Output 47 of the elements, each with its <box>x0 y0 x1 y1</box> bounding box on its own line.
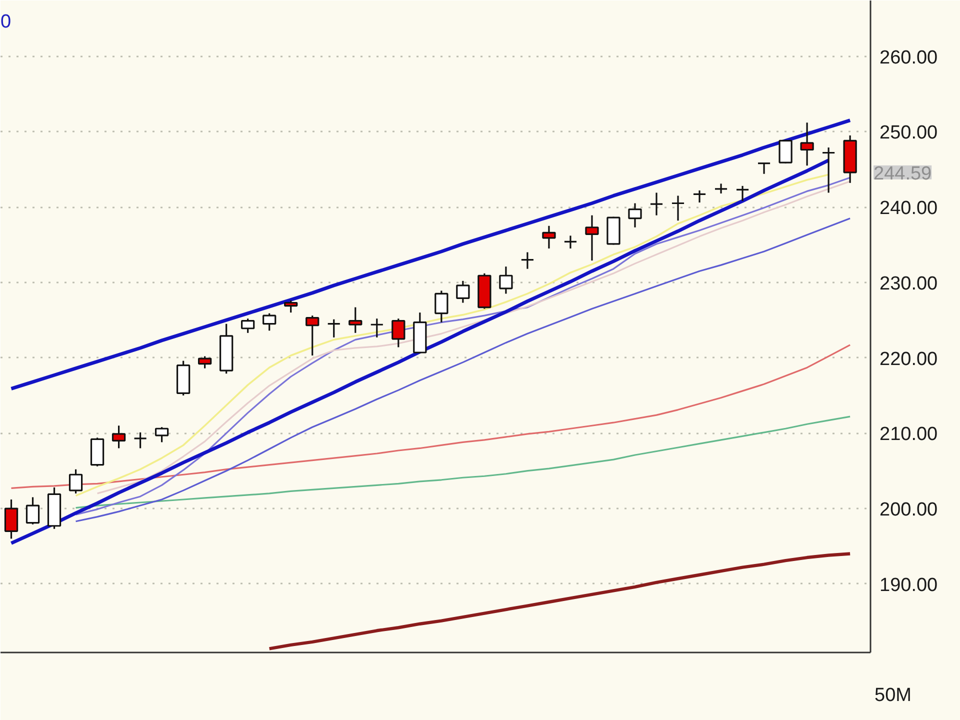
annotation: 0 <box>0 12 12 32</box>
candlestick <box>434 290 448 324</box>
candlestick <box>4 498 18 540</box>
candlestick <box>370 318 384 338</box>
candlestick <box>456 280 470 304</box>
candlestick <box>392 318 406 348</box>
candlestick <box>154 426 169 443</box>
candlestick <box>757 162 771 175</box>
candlestick <box>262 312 276 332</box>
line-series <box>74 416 851 509</box>
candlestick <box>241 318 255 334</box>
candlestick <box>542 225 556 250</box>
line-series <box>10 118 852 390</box>
candlestick <box>778 139 792 164</box>
candlestick <box>26 496 40 526</box>
candlestick <box>650 192 664 216</box>
candlestick <box>714 182 728 194</box>
text: 50M <box>874 685 912 706</box>
candlestick <box>112 424 126 450</box>
candlestick <box>284 300 298 314</box>
y-tick-label: 250.00 <box>880 122 938 144</box>
candlestick <box>306 314 320 356</box>
y-tick-label: 200.00 <box>880 500 938 521</box>
candlestick <box>628 202 642 228</box>
candlestick <box>692 190 706 204</box>
candlestick <box>133 432 148 450</box>
candlestick <box>736 185 750 202</box>
candlestick <box>520 251 534 270</box>
line-series <box>268 552 852 650</box>
candlestick <box>348 306 362 334</box>
y-tick-label: 230.00 <box>880 273 938 294</box>
candlestick <box>671 194 685 222</box>
y-tick-label: 210.00 <box>880 424 938 446</box>
candlestick <box>585 214 599 262</box>
candlestick <box>327 318 341 338</box>
y-tick-label: 190.00 <box>880 574 938 596</box>
y-tick-label: 220.00 <box>880 348 938 370</box>
line-series <box>10 158 830 545</box>
candlestick <box>564 234 578 250</box>
candlestick <box>68 468 83 494</box>
candlestick <box>499 266 513 295</box>
y-tick-label: 240.00 <box>880 198 938 220</box>
candlestick <box>800 122 814 166</box>
candlestick <box>822 146 836 194</box>
candlestick <box>198 355 212 370</box>
y-tick-label: 260.00 <box>880 47 938 68</box>
text: 244.59 <box>874 163 932 184</box>
